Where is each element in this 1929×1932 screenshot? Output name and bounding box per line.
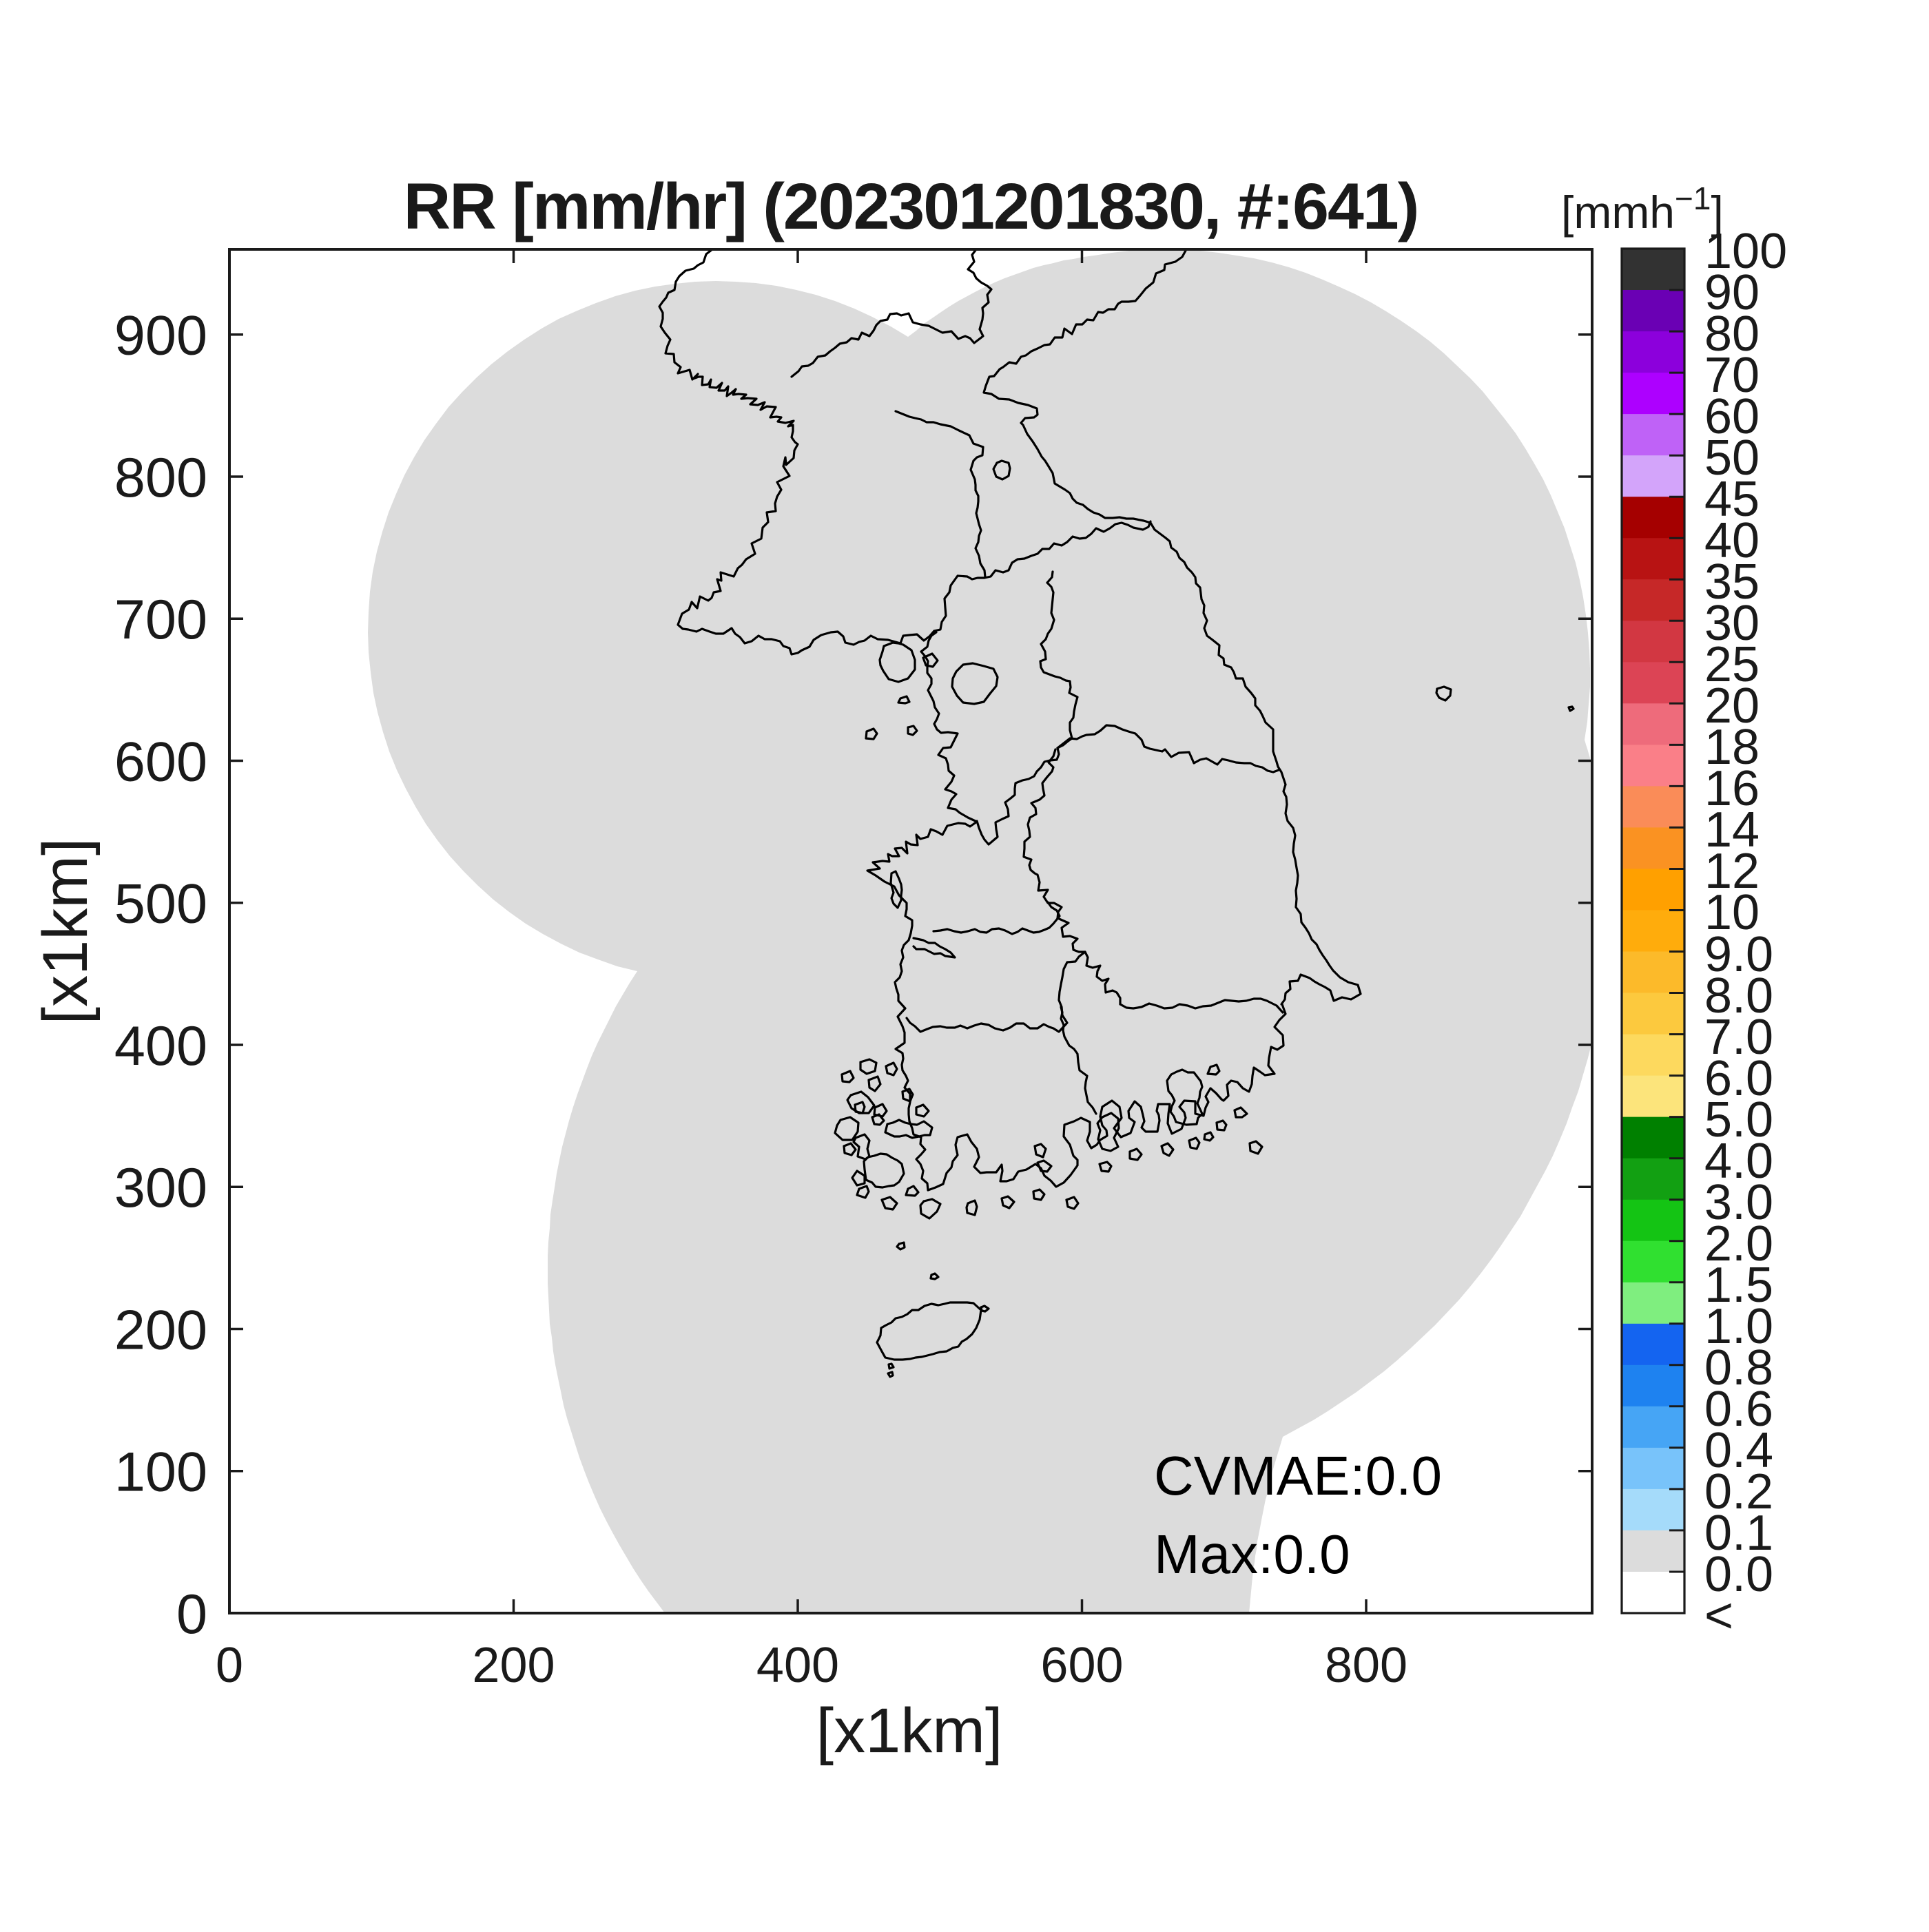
svg-text:80: 80 [1704, 307, 1760, 362]
svg-text:14: 14 [1704, 802, 1760, 858]
svg-text:10: 10 [1704, 885, 1760, 940]
svg-text:400: 400 [114, 1015, 207, 1077]
svg-text:4.0: 4.0 [1704, 1134, 1773, 1189]
svg-text:400: 400 [756, 1638, 839, 1693]
svg-text:6.0: 6.0 [1704, 1051, 1773, 1106]
svg-text:7.0: 7.0 [1704, 1010, 1773, 1065]
svg-text:3.0: 3.0 [1704, 1175, 1773, 1230]
svg-text:0.0: 0.0 [1704, 1547, 1773, 1602]
svg-text:9.0: 9.0 [1704, 927, 1773, 982]
svg-text:[mmh−1]: [mmh−1] [1561, 180, 1724, 238]
svg-text:18: 18 [1704, 720, 1760, 775]
svg-text:35: 35 [1704, 554, 1760, 610]
svg-text:40: 40 [1704, 513, 1760, 568]
svg-text:700: 700 [114, 589, 207, 651]
svg-text:500: 500 [114, 873, 207, 935]
svg-text:70: 70 [1704, 348, 1760, 403]
svg-text:200: 200 [114, 1300, 207, 1362]
svg-text:12: 12 [1704, 844, 1760, 899]
svg-text:90: 90 [1704, 265, 1760, 320]
svg-text:0.4: 0.4 [1704, 1423, 1773, 1478]
svg-text:600: 600 [114, 731, 207, 793]
svg-text:0.1: 0.1 [1704, 1506, 1773, 1561]
svg-text:300: 300 [114, 1157, 207, 1219]
svg-text:20: 20 [1704, 678, 1760, 734]
svg-text:200: 200 [472, 1638, 555, 1693]
svg-text:0: 0 [216, 1638, 243, 1693]
svg-text:Max:0.0: Max:0.0 [1154, 1524, 1350, 1585]
svg-text:60: 60 [1704, 389, 1760, 444]
svg-text:800: 800 [114, 447, 207, 509]
svg-text:1.0: 1.0 [1704, 1299, 1773, 1354]
svg-text:50: 50 [1704, 430, 1760, 486]
svg-text:2.0: 2.0 [1704, 1216, 1773, 1271]
svg-text:0.2: 0.2 [1704, 1464, 1773, 1519]
svg-text:25: 25 [1704, 637, 1760, 692]
svg-text:600: 600 [1040, 1638, 1123, 1693]
svg-text:30: 30 [1704, 596, 1760, 651]
svg-text:CVMAE:0.0: CVMAE:0.0 [1154, 1445, 1442, 1506]
svg-text:1.5: 1.5 [1704, 1258, 1773, 1313]
svg-text:RR [mm/hr] (202301201830, #:64: RR [mm/hr] (202301201830, #:641) [404, 170, 1419, 243]
svg-text:800: 800 [1325, 1638, 1407, 1693]
svg-text:100: 100 [114, 1442, 207, 1504]
svg-text:8.0: 8.0 [1704, 968, 1773, 1024]
svg-text:<: < [1704, 1588, 1733, 1643]
svg-text:0.8: 0.8 [1704, 1340, 1773, 1395]
svg-text:0.6: 0.6 [1704, 1382, 1773, 1437]
svg-text:[x1km]: [x1km] [816, 1696, 1003, 1766]
svg-text:[x1km]: [x1km] [30, 838, 101, 1025]
svg-text:16: 16 [1704, 761, 1760, 816]
svg-text:100: 100 [1704, 224, 1787, 279]
svg-text:0: 0 [176, 1583, 207, 1645]
svg-text:45: 45 [1704, 472, 1760, 527]
svg-text:5.0: 5.0 [1704, 1092, 1773, 1147]
svg-text:900: 900 [114, 305, 207, 367]
